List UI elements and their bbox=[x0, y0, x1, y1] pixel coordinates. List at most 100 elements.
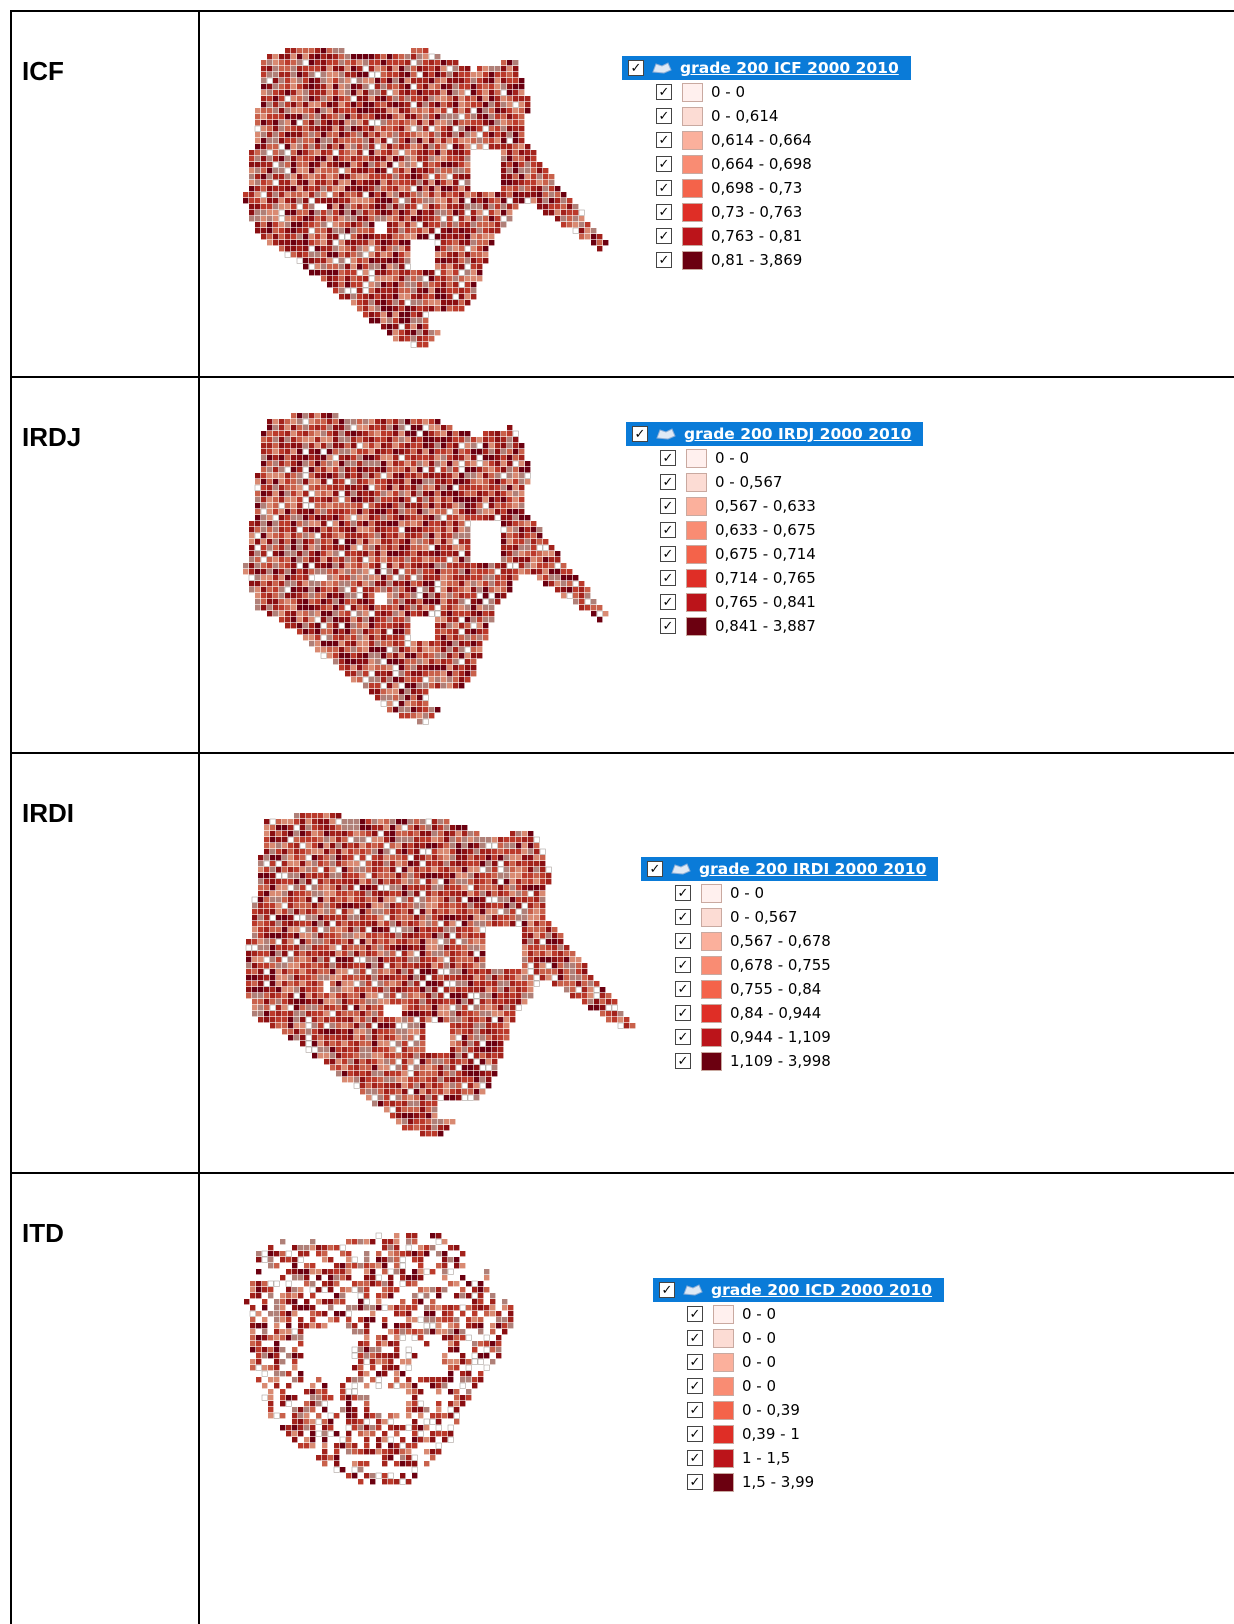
grid-cell bbox=[471, 288, 477, 294]
grid-cell bbox=[519, 557, 525, 563]
grid-cell bbox=[432, 951, 438, 957]
grid-cell bbox=[390, 969, 396, 975]
grid-cell bbox=[522, 849, 528, 855]
grid-cell bbox=[480, 975, 486, 981]
grid-cell bbox=[327, 413, 333, 419]
grid-cell bbox=[345, 509, 351, 515]
grid-cell bbox=[309, 581, 315, 587]
grid-cell bbox=[465, 174, 471, 180]
grid-cell bbox=[333, 84, 339, 90]
grid-cell bbox=[357, 252, 363, 258]
grid-cell bbox=[483, 473, 489, 479]
grid-cell bbox=[327, 186, 333, 192]
grid-cell bbox=[285, 557, 291, 563]
grid-cell bbox=[453, 545, 459, 551]
grid-cell bbox=[447, 288, 453, 294]
grid-cell bbox=[420, 831, 426, 837]
grid-cell bbox=[417, 312, 423, 318]
grid-cell bbox=[408, 981, 414, 987]
grid-cell bbox=[273, 228, 279, 234]
grid-cell bbox=[537, 533, 543, 539]
grid-cell bbox=[255, 593, 261, 599]
grid-cell bbox=[468, 843, 474, 849]
grid-cell bbox=[246, 951, 252, 957]
grid-cell bbox=[351, 234, 357, 240]
grid-cell bbox=[405, 204, 411, 210]
grid-cell bbox=[351, 102, 357, 108]
grid-cell bbox=[300, 987, 306, 993]
grid-cell bbox=[264, 849, 270, 855]
grid-cell bbox=[315, 126, 321, 132]
grid-cell bbox=[435, 425, 441, 431]
grid-cell bbox=[320, 634, 327, 641]
grid-cell bbox=[363, 509, 369, 515]
grid-cell bbox=[489, 605, 495, 611]
grid-cell bbox=[423, 701, 429, 707]
grid-cell bbox=[507, 551, 513, 557]
grid-cell bbox=[381, 84, 387, 90]
grid-cell bbox=[402, 897, 408, 903]
grid-cell bbox=[402, 855, 408, 861]
grid-cell bbox=[539, 938, 546, 945]
grid-cell bbox=[494, 514, 501, 521]
grid-cell bbox=[495, 461, 501, 467]
grid-cell bbox=[426, 873, 432, 879]
grid-cell bbox=[447, 683, 453, 689]
grid-cell bbox=[330, 891, 336, 897]
grid-cell bbox=[399, 288, 405, 294]
grid-cell bbox=[327, 611, 333, 617]
grid-cell bbox=[387, 198, 393, 204]
grid-cell bbox=[459, 569, 465, 575]
grid-cell bbox=[423, 557, 429, 563]
grid-cell bbox=[443, 956, 450, 963]
grid-cell bbox=[561, 222, 567, 228]
grid-cell bbox=[435, 671, 441, 677]
grid-cell bbox=[447, 653, 453, 659]
grid-cell bbox=[300, 831, 306, 837]
grid-cell bbox=[309, 521, 315, 527]
grid-cell bbox=[303, 521, 309, 527]
grid-cell bbox=[447, 126, 453, 132]
grid-cell bbox=[273, 419, 279, 425]
grid-cell bbox=[504, 915, 510, 921]
grid-cell bbox=[405, 222, 411, 228]
grid-cell bbox=[441, 270, 447, 276]
grid-cell bbox=[387, 234, 393, 240]
grid-cell bbox=[321, 72, 327, 78]
grid-cell bbox=[327, 210, 333, 216]
grid-cell bbox=[269, 818, 276, 825]
grid-cell bbox=[264, 945, 270, 951]
grid-cell bbox=[495, 449, 501, 455]
grid-cell bbox=[441, 72, 447, 78]
grid-cell bbox=[531, 557, 537, 563]
grid-cell bbox=[363, 156, 369, 162]
grid-cell bbox=[507, 102, 513, 108]
grid-cell bbox=[417, 114, 423, 120]
grid-cell bbox=[441, 437, 447, 443]
grid-cell bbox=[389, 848, 396, 855]
grid-cell bbox=[309, 623, 315, 629]
grid-cell bbox=[339, 204, 345, 210]
grid-cell bbox=[369, 641, 375, 647]
grid-cell bbox=[375, 575, 381, 581]
grid-cell bbox=[279, 174, 285, 180]
grid-cell bbox=[369, 461, 375, 467]
grid-cell bbox=[339, 294, 345, 300]
grid-cell bbox=[366, 897, 372, 903]
grid-cell bbox=[513, 497, 519, 503]
grid-cell bbox=[531, 545, 537, 551]
grid-cell bbox=[519, 192, 525, 198]
grid-cell bbox=[410, 574, 417, 581]
grid-cell bbox=[357, 258, 363, 264]
grid-cell bbox=[429, 72, 435, 78]
grid-cell bbox=[465, 455, 471, 461]
grid-cell bbox=[333, 66, 339, 72]
grid-cell bbox=[435, 126, 441, 132]
grid-cell bbox=[369, 533, 375, 539]
grid-cell bbox=[399, 653, 405, 659]
grid-cell bbox=[441, 108, 447, 114]
grid-cell bbox=[477, 276, 483, 282]
grid-cell bbox=[468, 867, 474, 873]
grid-cell bbox=[501, 485, 507, 491]
grid-cell bbox=[315, 569, 321, 575]
